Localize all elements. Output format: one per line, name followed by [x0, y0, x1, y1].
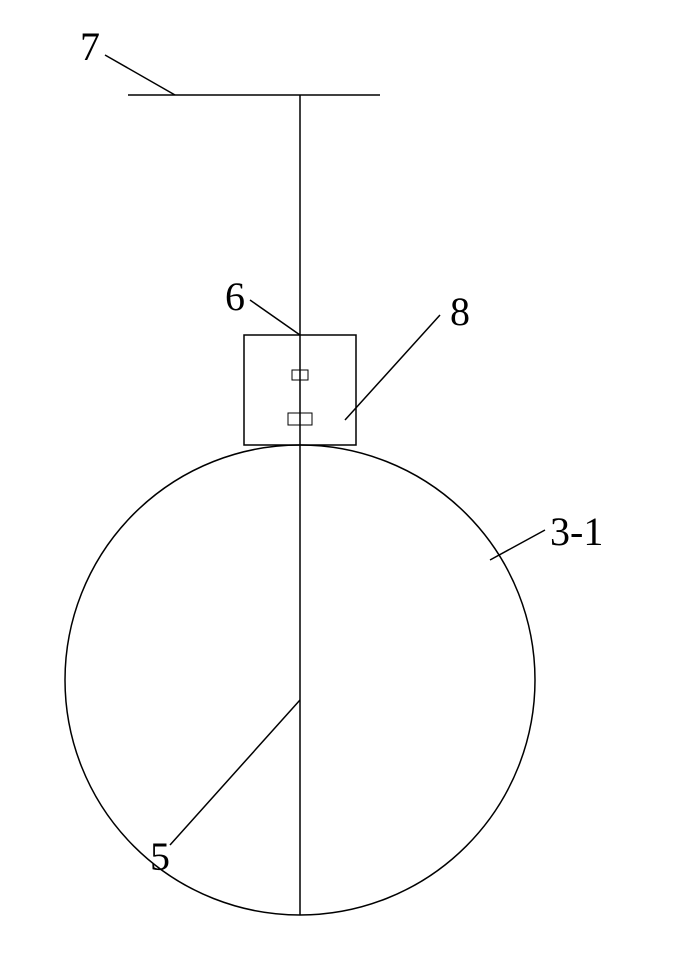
figure-diagram: 7 6 8 3-1 5: [0, 0, 687, 957]
leader-6: [250, 300, 300, 335]
label-3-1: 3-1: [550, 509, 603, 554]
leader-3-1: [490, 530, 545, 560]
leader-8: [345, 315, 440, 420]
label-6: 6: [225, 274, 245, 319]
label-8: 8: [450, 289, 470, 334]
leader-5: [170, 700, 300, 845]
label-7: 7: [80, 24, 100, 69]
label-5: 5: [150, 834, 170, 879]
leader-7: [105, 55, 175, 95]
